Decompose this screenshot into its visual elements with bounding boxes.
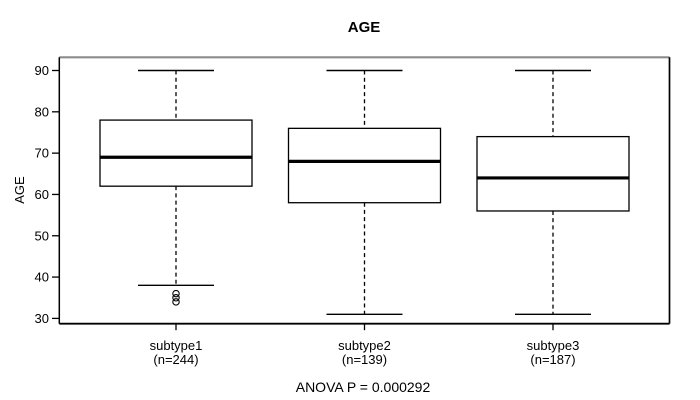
anova-label: ANOVA P = 0.000292 bbox=[296, 379, 431, 395]
category-sublabel: (n=139) bbox=[342, 352, 387, 367]
y-tick-label: 60 bbox=[35, 187, 49, 202]
plot-layer: 30405060708090subtype1(n=244)subtype2(n=… bbox=[35, 56, 671, 367]
chart-title: AGE bbox=[348, 19, 381, 36]
outlier-point bbox=[172, 293, 180, 302]
y-axis-title: AGE bbox=[12, 176, 27, 204]
y-tick-label: 90 bbox=[35, 63, 49, 78]
category-label: subtype2 bbox=[338, 338, 391, 353]
outlier-point bbox=[172, 298, 180, 306]
y-tick-label: 40 bbox=[35, 270, 49, 285]
boxplot-box bbox=[99, 119, 253, 187]
outlier-point bbox=[172, 289, 180, 298]
category-sublabel: (n=244) bbox=[153, 352, 198, 367]
boxplot-box bbox=[476, 135, 630, 212]
y-tick-label: 80 bbox=[35, 104, 49, 119]
category-label: subtype1 bbox=[150, 338, 203, 353]
y-tick-label: 50 bbox=[35, 228, 49, 243]
category-sublabel: (n=187) bbox=[530, 352, 575, 367]
y-tick-label: 70 bbox=[35, 146, 49, 161]
boxplot-box bbox=[287, 127, 442, 204]
y-tick-label: 30 bbox=[35, 311, 49, 326]
category-label: subtype3 bbox=[527, 338, 580, 353]
